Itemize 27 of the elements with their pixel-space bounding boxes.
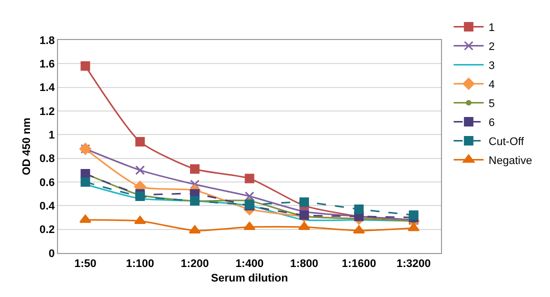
legend-label: 6 — [488, 117, 495, 130]
x-axis-title: Serum dilution — [211, 272, 288, 284]
x-tick-label: 1:50 — [74, 258, 96, 270]
x-tick-label: 1:200 — [180, 258, 209, 270]
legend-label: Negative — [488, 155, 532, 168]
y-tick-label: 1 — [48, 130, 55, 142]
y-tick-label: 0.4 — [40, 200, 56, 213]
y-tick-label: 0.2 — [40, 224, 55, 236]
y-tick-label: 0.6 — [40, 176, 55, 189]
x-tick-label: 1:800 — [290, 258, 318, 270]
x-tick-label: 1:400 — [235, 258, 264, 270]
y-axis-title: OD 450 nm — [21, 118, 34, 176]
x-tick-label: 1:100 — [126, 258, 154, 270]
y-tick-label: 1.4 — [40, 82, 56, 94]
x-tick-label: 1:3200 — [396, 258, 431, 270]
legend-label: Cut-Off — [488, 136, 525, 148]
x-tick-label: 1:1600 — [342, 258, 376, 270]
y-tick-label: 1.2 — [40, 106, 55, 118]
legend-label: 1 — [488, 22, 495, 34]
y-tick-label: 1.8 — [40, 34, 55, 47]
legend-label: 5 — [488, 98, 495, 110]
legend-label: 2 — [488, 41, 495, 54]
legend-label: 4 — [488, 79, 495, 92]
y-tick-label: 1.6 — [40, 58, 55, 71]
y-tick-label: 0 — [48, 248, 55, 260]
legend-label: 3 — [488, 60, 495, 72]
y-tick-label: 0.8 — [40, 153, 55, 166]
